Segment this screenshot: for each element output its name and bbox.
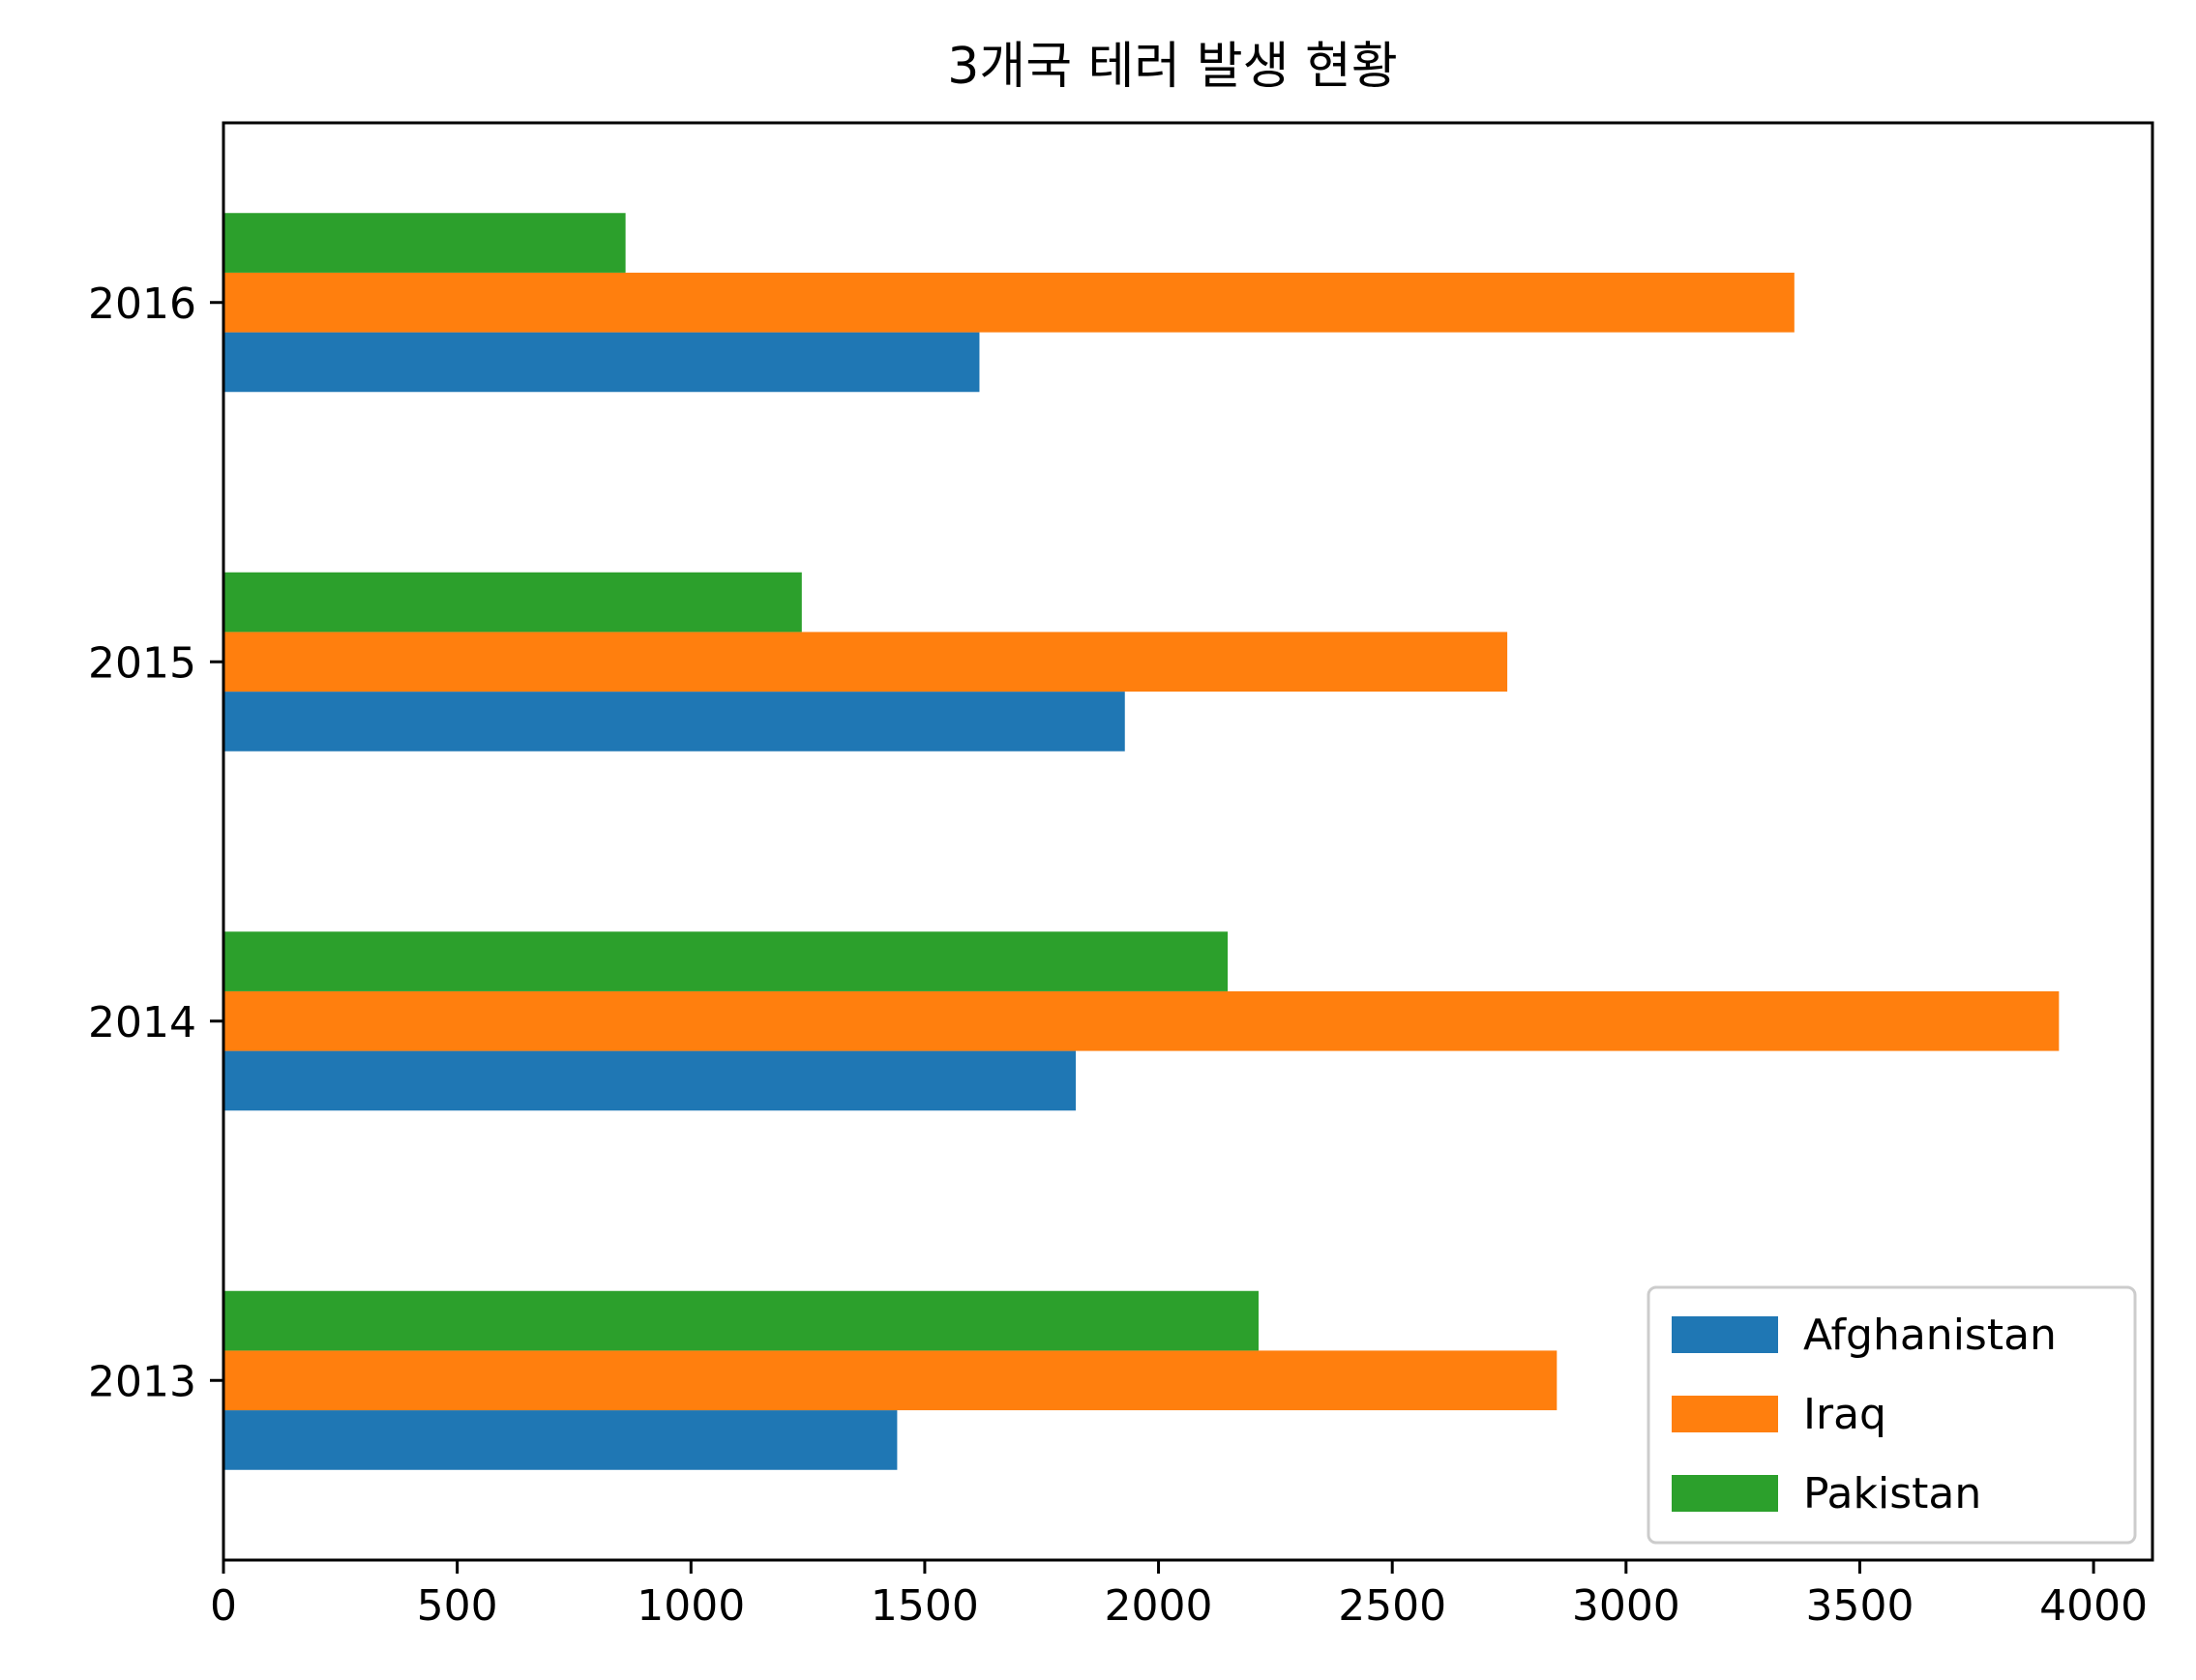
legend: Afghanistan Iraq Pakistan: [1648, 1287, 2135, 1543]
legend-label-afghanistan: Afghanistan: [1803, 1311, 2057, 1360]
bar-pakistan-2016: [223, 213, 626, 273]
bar-afghanistan-2014: [223, 1051, 1076, 1111]
x-tick-label: 2000: [1105, 1581, 1213, 1631]
legend-label-iraq: Iraq: [1803, 1390, 1886, 1439]
y-tick-label: 2014: [88, 998, 196, 1047]
x-tick-label: 0: [210, 1581, 237, 1631]
x-tick-label: 1500: [871, 1581, 979, 1631]
y-tick-label: 2015: [88, 638, 196, 688]
legend-swatch-iraq: [1672, 1396, 1778, 1432]
x-axis: 0 500 1000 1500 2000 2500 3000 3500 4000: [210, 1560, 2148, 1631]
legend-swatch-afghanistan: [1672, 1316, 1778, 1353]
legend-label-pakistan: Pakistan: [1803, 1469, 1981, 1518]
y-tick-label: 2013: [88, 1357, 196, 1406]
chart-title: 3개국 테러 발생 현황: [947, 38, 1397, 96]
x-tick-label: 3000: [1572, 1581, 1680, 1631]
bar-iraq-2016: [223, 273, 1795, 333]
bar-iraq-2013: [223, 1350, 1557, 1410]
bar-afghanistan-2016: [223, 333, 979, 393]
legend-swatch-pakistan: [1672, 1475, 1778, 1512]
bar-afghanistan-2015: [223, 692, 1125, 752]
x-tick-label: 3500: [1805, 1581, 1914, 1631]
x-tick-label: 2500: [1338, 1581, 1446, 1631]
bar-iraq-2015: [223, 632, 1507, 692]
x-tick-label: 1000: [637, 1581, 745, 1631]
bar-pakistan-2013: [223, 1291, 1259, 1351]
bars-group: [223, 213, 2059, 1470]
y-tick-label: 2016: [88, 280, 196, 329]
y-axis: 2013 2014 2015 2016: [88, 280, 223, 1407]
bar-iraq-2014: [223, 991, 2059, 1051]
bar-afghanistan-2013: [223, 1410, 897, 1470]
x-tick-label: 500: [417, 1581, 498, 1631]
bar-pakistan-2015: [223, 573, 802, 633]
x-tick-label: 4000: [2039, 1581, 2148, 1631]
bar-pakistan-2014: [223, 931, 1228, 991]
